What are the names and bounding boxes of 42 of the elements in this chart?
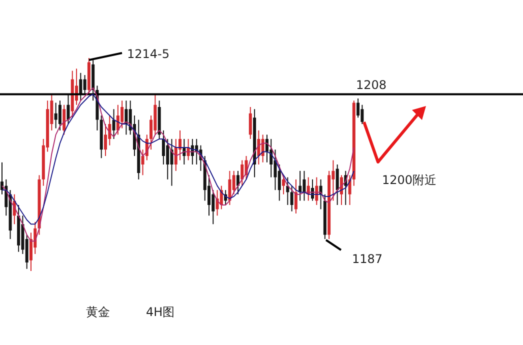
candlestick	[162, 130, 165, 165]
candlestick	[348, 174, 352, 206]
candlestick	[302, 170, 306, 202]
candlestick	[120, 100, 124, 129]
candlestick	[66, 94, 70, 125]
candlestick	[104, 124, 107, 156]
candlestick	[83, 74, 86, 95]
candlestick	[294, 178, 298, 214]
candlestick	[236, 170, 240, 195]
candlestick	[166, 138, 170, 180]
candlestick	[62, 104, 66, 136]
candlestick	[50, 94, 54, 131]
annotation: 1214-5	[127, 47, 170, 61]
candlestick	[112, 108, 116, 140]
candlestick	[332, 160, 335, 202]
candlestick	[58, 100, 62, 131]
candlestick	[240, 160, 244, 186]
candlestick	[25, 234, 28, 270]
annotation: 1208	[356, 78, 387, 92]
annotation: 1200附近	[382, 173, 437, 187]
candlestick	[141, 149, 144, 176]
candlestick	[208, 174, 210, 216]
candlestick	[278, 164, 281, 202]
candlestick	[170, 138, 174, 186]
annotation: 1187	[352, 252, 383, 266]
candlestick	[174, 138, 178, 172]
candlestick	[356, 98, 360, 118]
candlestick	[124, 100, 128, 136]
candlestick	[29, 232, 32, 272]
candlestick	[360, 104, 364, 125]
candlestick	[212, 190, 215, 225]
candlestick	[79, 72, 82, 102]
annotation: 黄金	[86, 305, 110, 319]
candlestick	[336, 164, 339, 206]
candlestick	[54, 102, 58, 129]
candlestick	[248, 106, 252, 140]
annotation: 4H图	[146, 305, 175, 319]
candlestick	[228, 170, 232, 206]
candlestick	[290, 185, 294, 212]
candlestick	[150, 115, 153, 150]
candlestick	[274, 149, 277, 191]
candlestick	[232, 170, 236, 195]
